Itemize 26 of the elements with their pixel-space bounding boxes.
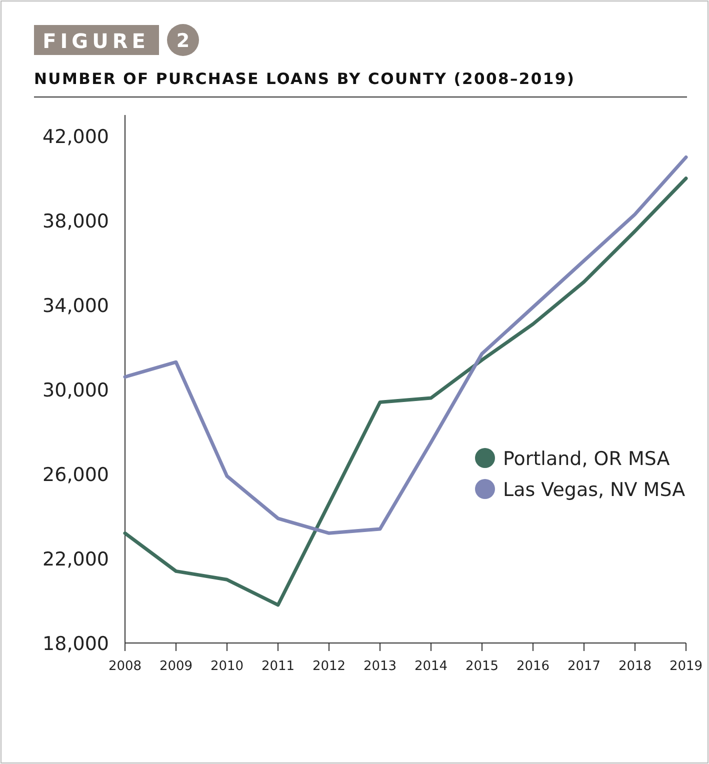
y-tick-label: 34,000 — [42, 295, 109, 318]
x-tick-label: 2012 — [312, 659, 346, 674]
x-tick-label: 2008 — [108, 659, 142, 674]
x-tick-label: 2013 — [363, 659, 397, 674]
y-tick-label: 18,000 — [42, 633, 109, 655]
x-tick-label: 2018 — [618, 659, 652, 674]
x-tick-label: 2010 — [210, 659, 244, 674]
text: FIGURE — [42, 29, 150, 53]
x-tick-label: 2009 — [159, 659, 193, 674]
legend-label: Portland, OR MSA — [503, 448, 670, 470]
y-tick-label: 26,000 — [42, 464, 109, 486]
y-tick-label: 42,000 — [42, 126, 109, 148]
x-tick-label: 2014 — [414, 659, 448, 674]
x-tick-label: 2017 — [567, 659, 601, 674]
x-tick-label: 2019 — [669, 659, 703, 674]
chart-title: NUMBER OF PURCHASE LOANS BY COUNTY (2008–2019) — [34, 70, 576, 88]
x-tick-label: 2015 — [465, 659, 499, 674]
y-tick-label: 30,000 — [42, 380, 109, 402]
line-series — [123, 176, 688, 607]
y-tick-label: 38,000 — [42, 210, 109, 233]
x-tick-label: 2016 — [516, 659, 550, 674]
line-series — [123, 155, 688, 535]
y-tick-label: 22,000 — [42, 548, 109, 571]
legend-label: Las Vegas, NV MSA — [503, 479, 686, 501]
text: 2 — [176, 30, 190, 52]
x-tick-label: 2011 — [261, 659, 295, 674]
